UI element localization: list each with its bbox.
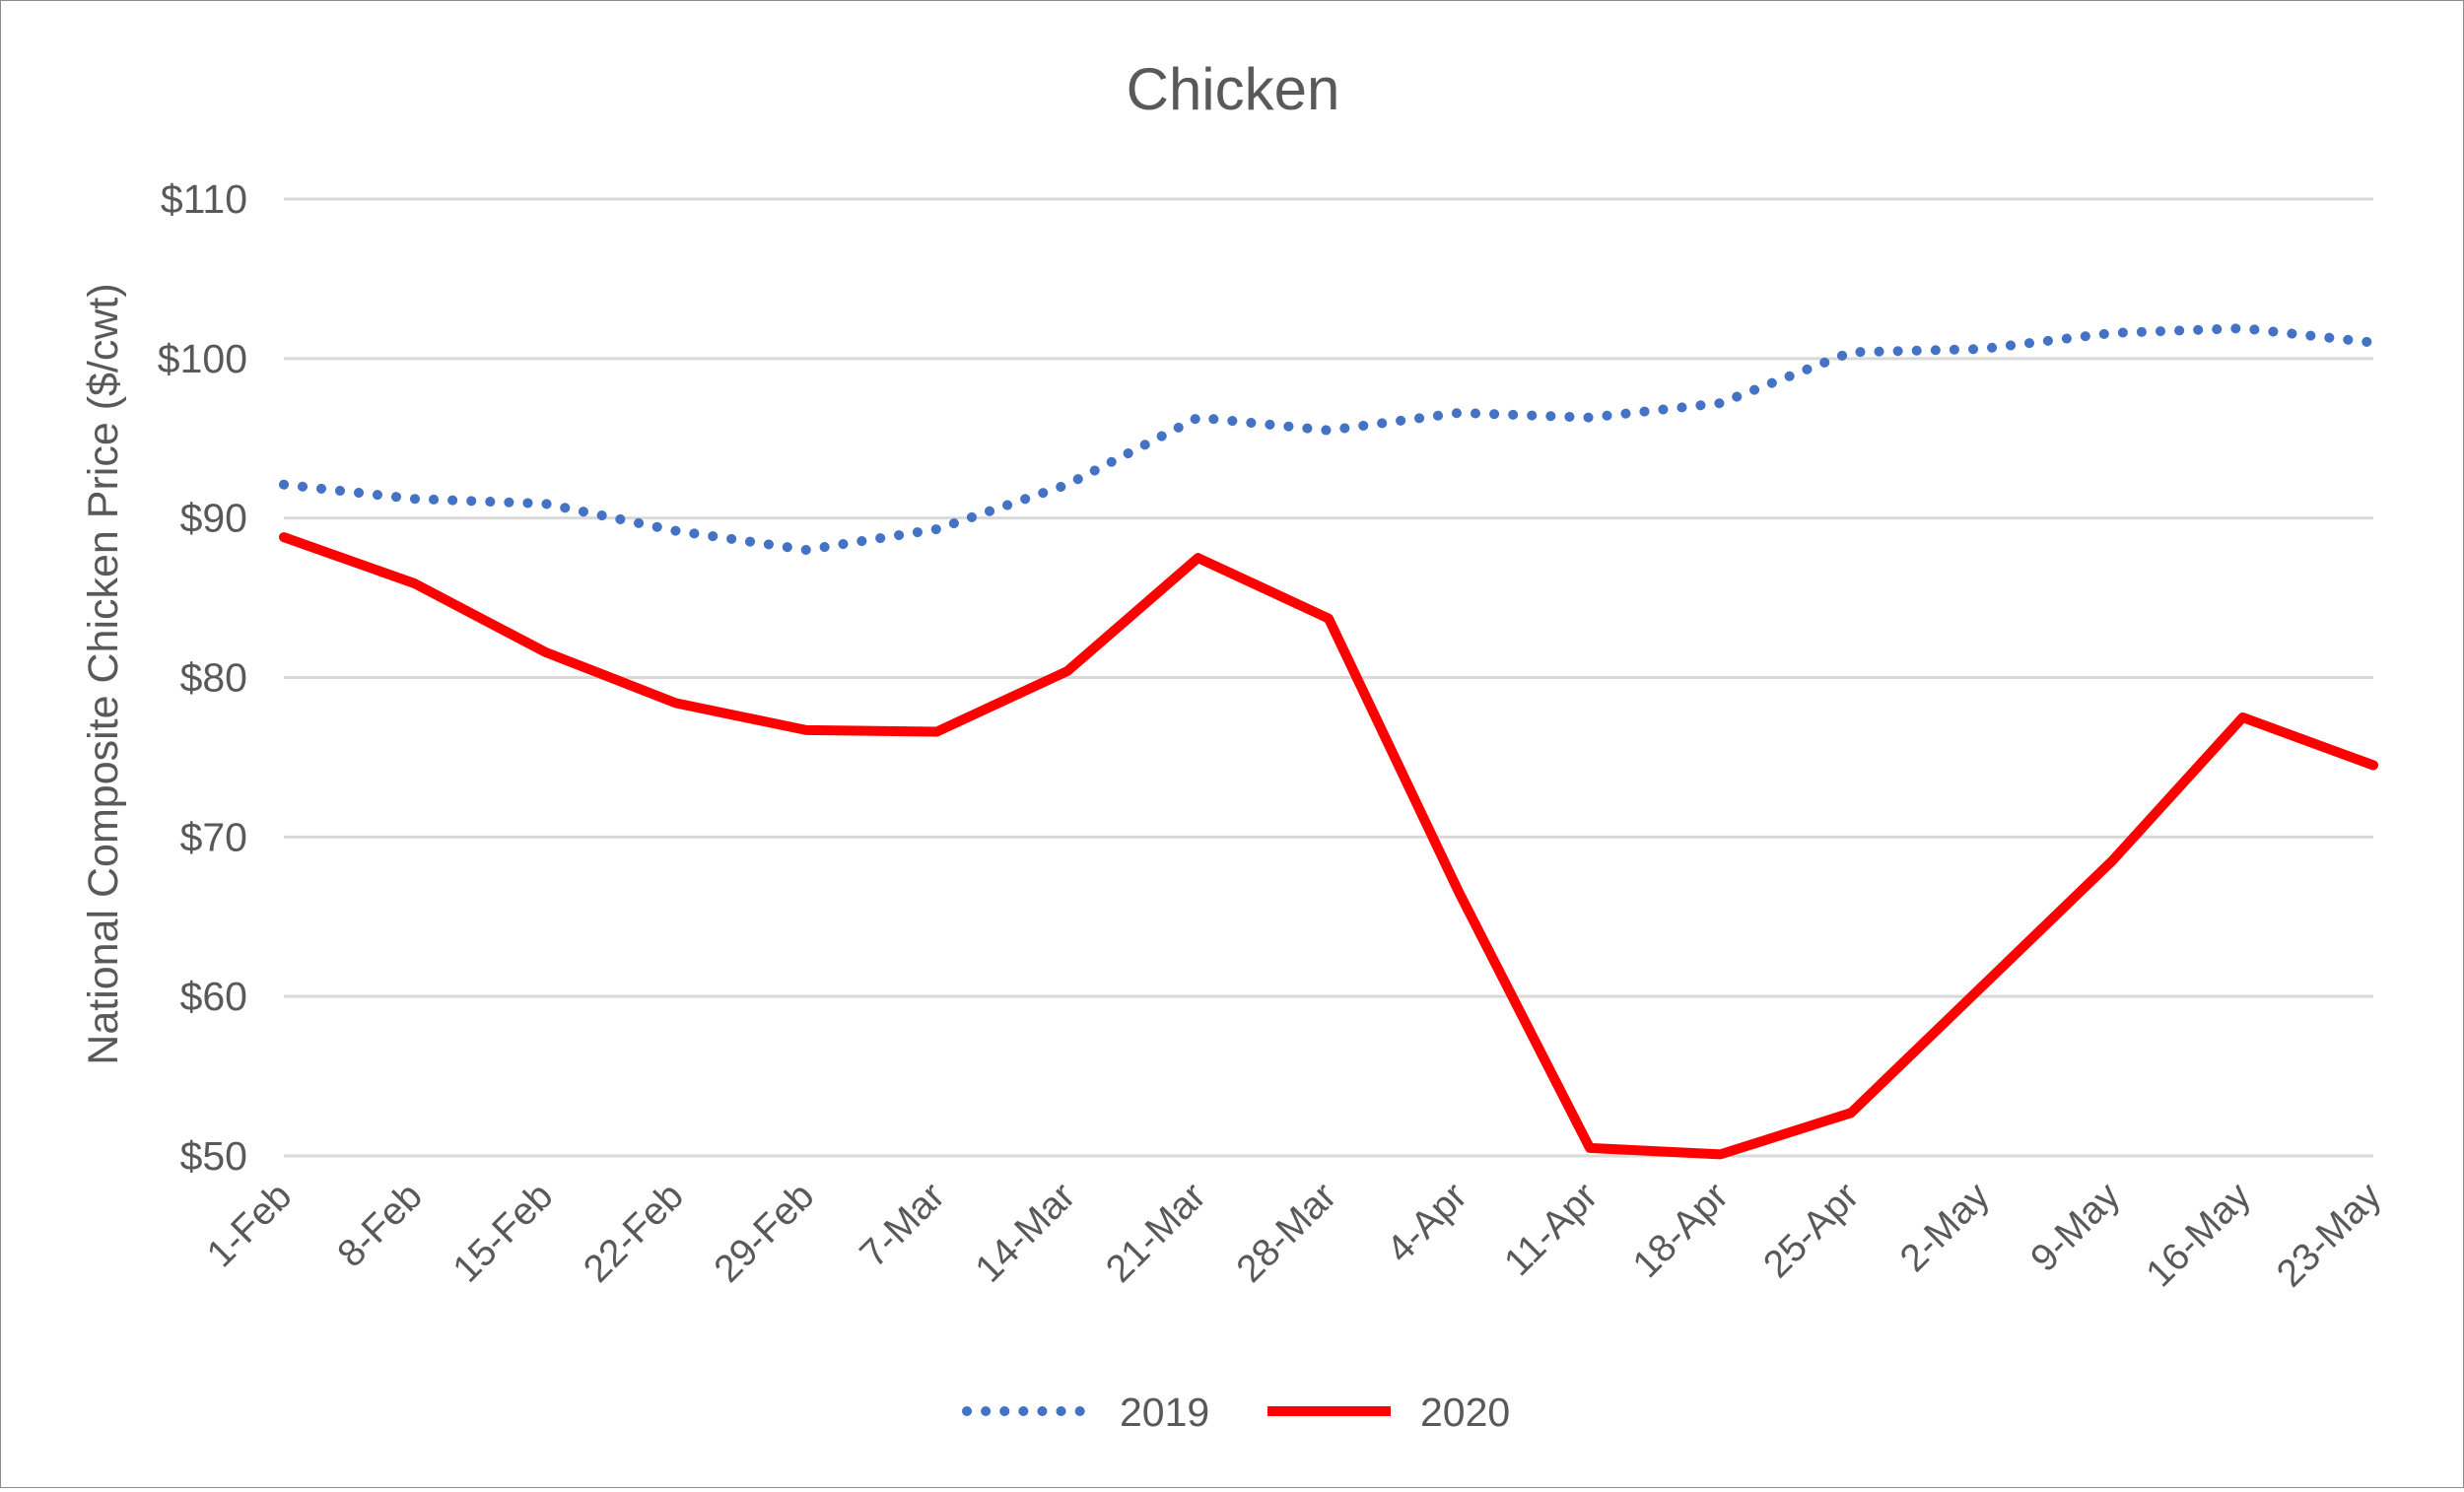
y-axis-label: National Composite Chicken Price ($/cwt) xyxy=(80,283,127,1064)
x-tick-label: 29-Feb xyxy=(707,1175,823,1291)
y-tick-label: $70 xyxy=(180,814,247,859)
legend-label-2020: 2020 xyxy=(1420,1390,1510,1435)
series-lines xyxy=(279,323,2378,1160)
x-axis-tick-labels: 1-Feb 8-Feb 15-Feb 22-Feb 29-Feb 7-Mar 14-Mar 2… xyxy=(199,1175,2390,1296)
y-tick-label: $90 xyxy=(180,496,247,541)
y-tick-label: $50 xyxy=(180,1133,247,1179)
x-tick-label: 22-Feb xyxy=(576,1175,692,1291)
gridlines xyxy=(284,197,2373,1158)
x-tick-label: 21-Mar xyxy=(1098,1175,1214,1291)
x-tick-label: 9-May xyxy=(2022,1175,2128,1280)
x-tick-label: 23-May xyxy=(2269,1175,2390,1296)
x-tick-label: 28-Mar xyxy=(1229,1175,1345,1291)
x-tick-label: 4-Apr xyxy=(1379,1175,1475,1271)
x-tick-label: 16-May xyxy=(2139,1175,2260,1296)
x-tick-label: 8-Feb xyxy=(329,1175,430,1275)
y-axis-tick-labels: $50 $60 $70 $80 $90 $100 $110 xyxy=(158,176,247,1179)
y-tick-label: $100 xyxy=(158,336,247,381)
y-tick-label: $60 xyxy=(180,974,247,1019)
x-tick-label: 11-Apr xyxy=(1496,1175,1606,1284)
x-tick-label: 18-Apr xyxy=(1625,1175,1737,1286)
y-tick-label: $110 xyxy=(161,176,247,222)
x-tick-label: 2-May xyxy=(1892,1175,1998,1280)
chart-title: Chicken xyxy=(1127,56,1340,122)
y-tick-label: $80 xyxy=(180,655,247,701)
x-tick-label: 1-Feb xyxy=(199,1175,300,1275)
legend: 2019 2020 xyxy=(962,1390,1510,1435)
x-tick-label: 25-Apr xyxy=(1755,1175,1867,1286)
x-tick-label: 7-Mar xyxy=(852,1175,952,1275)
series-line-2019 xyxy=(279,323,2378,555)
series-line-2020 xyxy=(279,532,2378,1160)
legend-label-2019: 2019 xyxy=(1120,1390,1209,1435)
x-tick-label: 14-Mar xyxy=(968,1175,1084,1291)
x-tick-label: 15-Feb xyxy=(445,1175,562,1291)
